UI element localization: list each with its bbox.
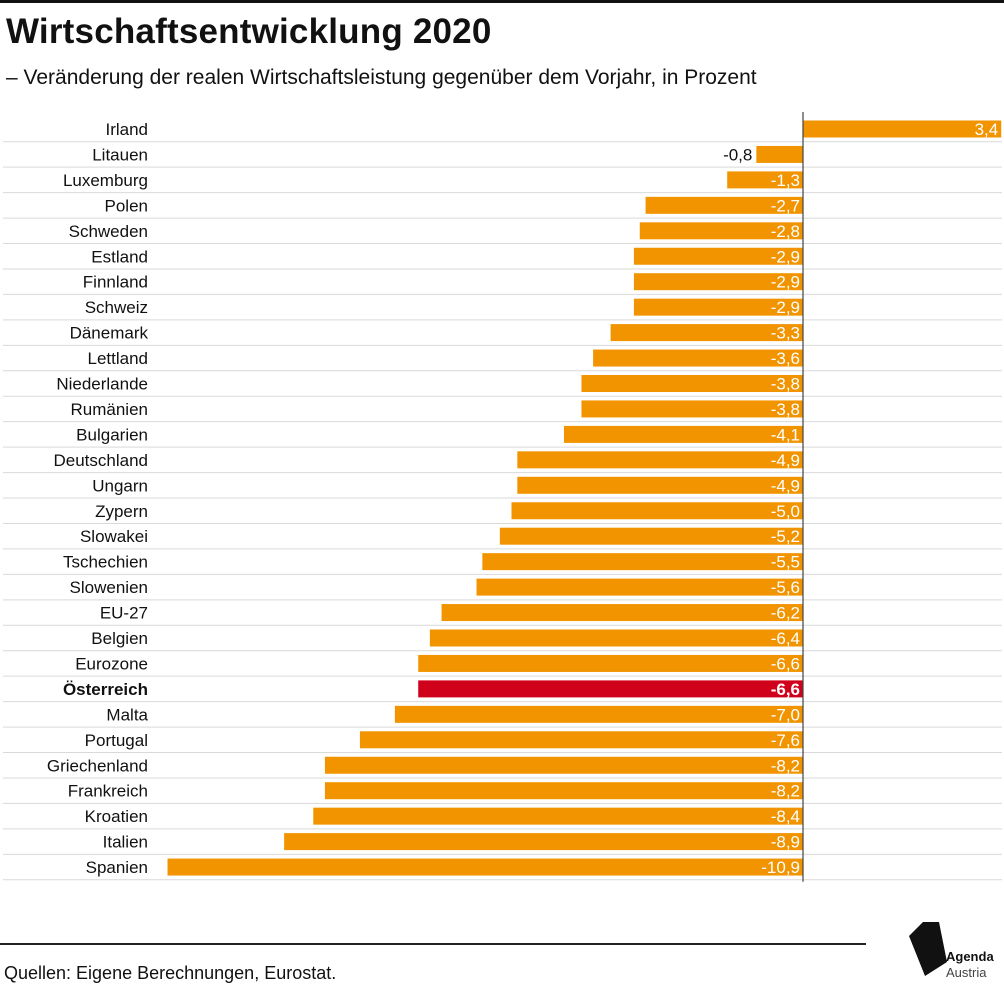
bar-estland <box>633 247 803 265</box>
category-label: Slowenien <box>70 578 148 597</box>
value-label: -10,9 <box>761 858 800 877</box>
value-label: -7,0 <box>771 705 800 724</box>
value-label: -8,2 <box>771 782 800 801</box>
category-label: Spanien <box>86 858 148 877</box>
bar-italien <box>284 833 803 851</box>
value-label: -6,4 <box>771 629 800 648</box>
value-label: -4,1 <box>771 425 800 444</box>
logo-text-agenda: Agenda <box>946 949 994 964</box>
category-label: Malta <box>106 705 148 724</box>
value-label: -4,9 <box>771 476 800 495</box>
value-label: -5,6 <box>771 578 800 597</box>
bar-chart: Irland 3,4 Litauen -0,8 Luxemburg -1,3 Polen -2… <box>3 112 1002 882</box>
category-label: EU-27 <box>100 604 148 623</box>
bar-schweiz <box>633 298 803 316</box>
chart-subtitle: – Veränderung der realen Wirtschaftsleis… <box>6 66 757 89</box>
value-label: -5,2 <box>771 527 800 546</box>
bar-kroatien <box>313 807 803 825</box>
chart-title: Wirtschaftsentwicklung 2020 <box>6 12 492 51</box>
bar-slowenien <box>476 578 803 596</box>
value-label: -2,7 <box>771 196 800 215</box>
category-label: Belgien <box>91 629 148 648</box>
category-label: Tschechien <box>63 553 148 572</box>
bar-griechenland <box>324 756 803 774</box>
bar-deutschland <box>517 451 803 469</box>
category-label: Litauen <box>92 145 148 164</box>
bar-luxemburg <box>727 171 803 189</box>
category-label: Griechenland <box>47 756 148 775</box>
value-label: -4,9 <box>771 451 800 470</box>
category-label: Zypern <box>95 502 148 521</box>
bottom-rule <box>0 943 866 945</box>
logo-text-austria: Austria <box>946 965 987 980</box>
category-label: Italien <box>103 833 148 852</box>
value-label: -0,8 <box>723 145 752 164</box>
bar-bulgarien <box>563 425 803 443</box>
category-label: Lettland <box>88 349 149 368</box>
value-label: -7,6 <box>771 731 800 750</box>
value-label: -3,8 <box>771 400 800 419</box>
bar-eu-27 <box>441 604 803 622</box>
bar-niederlande <box>581 375 803 392</box>
value-label: -6,6 <box>771 654 800 673</box>
category-label: Österreich <box>63 680 148 699</box>
source-note: Quellen: Eigene Berechnungen, Eurostat. <box>4 963 337 983</box>
value-label: -8,9 <box>771 833 800 852</box>
value-label: -2,9 <box>771 298 800 317</box>
category-label: Eurozone <box>75 654 148 673</box>
bar-österreich <box>418 680 803 698</box>
category-label: Deutschland <box>53 451 148 470</box>
value-label: -6,6 <box>771 680 800 699</box>
category-label: Irland <box>105 120 148 139</box>
bar-portugal <box>359 731 803 749</box>
value-label: 3,4 <box>975 120 999 139</box>
top-rule <box>0 0 1004 3</box>
category-label: Luxemburg <box>63 171 148 190</box>
bar-eurozone <box>418 654 803 672</box>
value-label: -6,2 <box>771 604 800 623</box>
value-label: -8,2 <box>771 756 800 775</box>
category-label: Bulgarien <box>76 425 148 444</box>
bar-belgien <box>429 629 803 647</box>
value-label: -2,9 <box>771 247 800 266</box>
category-label: Schweiz <box>85 298 148 317</box>
bar-slowakei <box>499 527 803 545</box>
bar-tschechien <box>482 553 803 571</box>
value-label: -5,0 <box>771 502 800 521</box>
category-label: Frankreich <box>68 782 148 801</box>
category-label: Niederlande <box>56 375 148 394</box>
value-label: -3,8 <box>771 375 800 394</box>
category-label: Schweden <box>69 222 148 241</box>
category-label: Polen <box>105 196 148 215</box>
bar-polen <box>645 196 803 214</box>
value-label: -8,4 <box>771 807 800 826</box>
value-label: -2,9 <box>771 273 800 292</box>
agenda-austria-logo-icon <box>909 922 947 976</box>
category-label: Kroatien <box>85 807 148 826</box>
category-label: Estland <box>91 247 148 266</box>
bar-malta <box>394 705 803 723</box>
value-label: -3,3 <box>771 324 800 343</box>
category-label: Dänemark <box>70 324 149 343</box>
bar-finnland <box>633 273 803 291</box>
bar-frankreich <box>324 782 803 800</box>
category-label: Ungarn <box>92 476 148 495</box>
category-label: Portugal <box>85 731 148 750</box>
bar-ungarn <box>517 476 803 494</box>
bar-zypern <box>511 502 803 520</box>
category-label: Slowakei <box>80 527 148 546</box>
value-label: -3,6 <box>771 349 800 368</box>
category-label: Rumänien <box>71 400 149 419</box>
category-label: Finnland <box>83 273 148 292</box>
value-label: -5,5 <box>771 553 800 572</box>
value-label: -2,8 <box>771 222 800 241</box>
bar-schweden <box>639 222 803 240</box>
bar-spanien <box>167 858 803 876</box>
bar-litauen <box>756 145 803 163</box>
bar-rumänien <box>581 400 803 418</box>
bar-irland <box>803 120 1002 138</box>
bar-lettland <box>593 349 803 367</box>
bar-dänemark <box>610 324 803 342</box>
value-label: -1,3 <box>771 171 800 190</box>
